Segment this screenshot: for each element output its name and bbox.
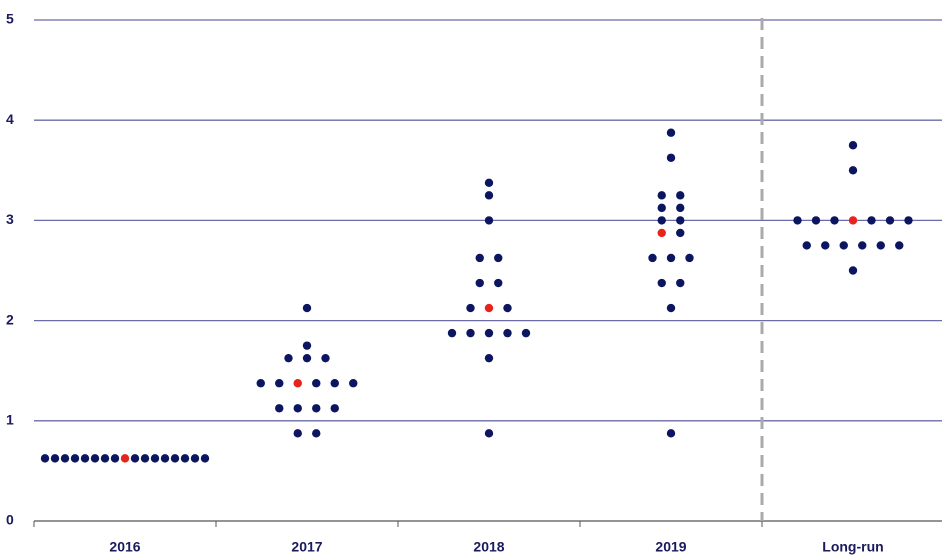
dot	[275, 379, 284, 388]
dot	[293, 404, 302, 413]
dot	[150, 454, 160, 463]
y-tick-label: 3	[6, 211, 14, 227]
dot	[666, 303, 676, 313]
dot	[447, 328, 457, 338]
y-tick-label: 2	[6, 311, 14, 327]
dot	[858, 241, 867, 250]
dot	[180, 454, 190, 463]
median-dot	[657, 228, 666, 238]
dot	[848, 166, 858, 175]
dot	[484, 178, 494, 188]
dot	[70, 454, 80, 463]
dot	[284, 353, 293, 363]
dot	[293, 429, 302, 438]
dot	[802, 241, 811, 250]
y-tick-label: 0	[6, 512, 14, 528]
dot	[666, 429, 676, 438]
dot	[466, 303, 475, 313]
dot	[657, 203, 666, 213]
dot	[666, 153, 676, 162]
dot	[657, 216, 666, 225]
x-tick-label: Long-run	[822, 539, 883, 555]
dot	[312, 404, 321, 413]
dot	[484, 353, 494, 363]
y-tick-label: 1	[6, 412, 14, 428]
dot	[895, 241, 904, 250]
x-tick-label: 2017	[291, 539, 322, 555]
dot	[494, 278, 503, 288]
dot	[494, 253, 503, 263]
dot	[657, 191, 666, 200]
median-dot	[293, 379, 302, 388]
dot	[876, 241, 885, 250]
dot	[830, 216, 839, 225]
dot	[160, 454, 170, 463]
median-dot	[848, 216, 858, 225]
dot	[484, 328, 494, 338]
dot	[676, 191, 685, 200]
x-tick-label: 2016	[109, 539, 140, 555]
dot	[676, 228, 685, 238]
dot	[349, 379, 358, 388]
x-tick-label: 2018	[473, 539, 504, 555]
median-dot	[120, 454, 130, 463]
dot	[190, 454, 200, 463]
x-tick-label: 2019	[655, 539, 686, 555]
dot	[521, 328, 531, 338]
dot	[904, 216, 913, 225]
dot	[885, 216, 895, 225]
dot	[676, 203, 685, 213]
dot	[330, 404, 339, 413]
dot	[676, 278, 685, 288]
dot	[503, 303, 512, 313]
dot	[321, 353, 330, 363]
dot	[302, 353, 312, 363]
dot	[312, 429, 321, 438]
dot	[666, 128, 676, 137]
dot	[100, 454, 110, 463]
dot	[275, 404, 284, 413]
dot	[200, 454, 210, 463]
dot	[50, 454, 60, 463]
dot	[867, 216, 876, 225]
dot	[685, 253, 694, 263]
dot	[848, 141, 858, 150]
dot	[676, 216, 685, 225]
dot	[484, 191, 494, 200]
dot	[130, 454, 140, 463]
dot	[811, 216, 821, 225]
dot	[657, 278, 666, 288]
dot	[648, 253, 657, 263]
dot	[821, 241, 830, 250]
dot	[793, 216, 802, 225]
dot	[110, 454, 120, 463]
dot	[484, 429, 494, 438]
y-tick-label: 5	[6, 11, 14, 27]
dot	[302, 303, 312, 313]
dot	[140, 454, 150, 463]
dot	[312, 379, 321, 388]
dot	[484, 216, 494, 225]
dot	[475, 278, 484, 288]
dot	[40, 454, 50, 463]
dot	[330, 379, 339, 388]
y-tick-label: 4	[6, 111, 14, 127]
dot	[503, 328, 512, 338]
dot	[839, 241, 848, 250]
dot	[302, 341, 312, 350]
median-dot	[484, 303, 494, 313]
dot	[666, 253, 676, 263]
dot	[475, 253, 484, 263]
dot	[848, 266, 858, 275]
dot	[80, 454, 90, 463]
dot	[256, 379, 265, 388]
dot	[170, 454, 180, 463]
dot	[466, 328, 475, 338]
dot	[60, 454, 70, 463]
dot	[90, 454, 100, 463]
